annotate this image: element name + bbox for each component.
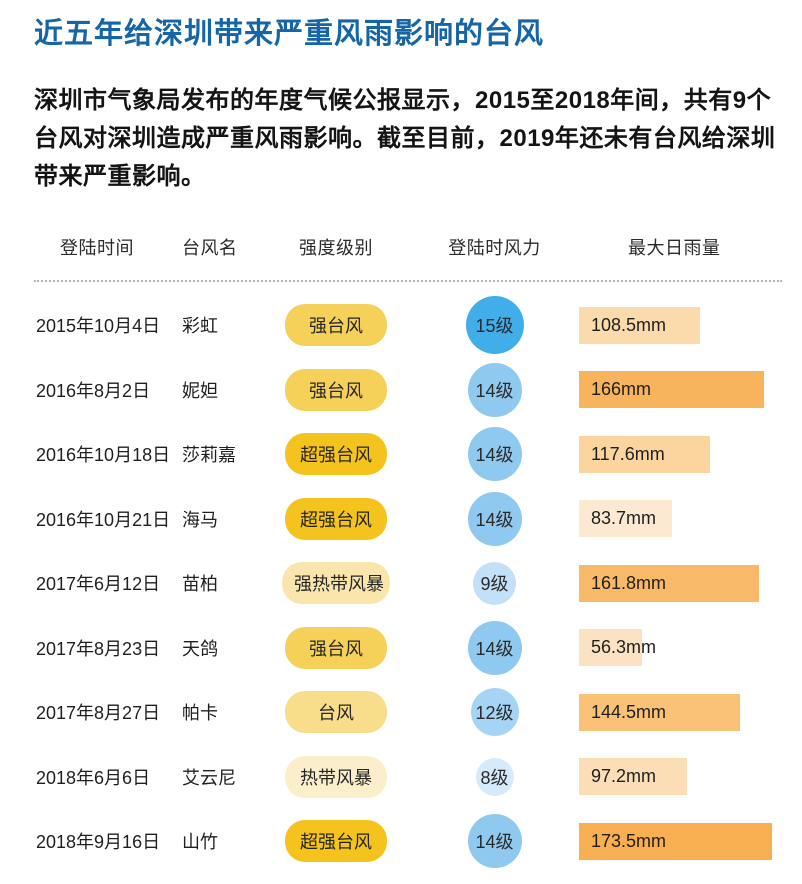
- page-title: 近五年给深圳带来严重风雨影响的台风: [34, 18, 545, 50]
- column-header-typhoon-name: 台风名: [182, 238, 238, 258]
- wind-circle: 14级: [467, 362, 522, 417]
- typhoon-name: 山竹: [182, 832, 218, 853]
- intensity-pill: 强台风: [285, 368, 387, 411]
- wind-circle: 15级: [465, 296, 524, 355]
- rain-bar: 108.5mm: [579, 306, 700, 344]
- column-header-wind-force: 登陆时风力: [448, 238, 541, 258]
- rain-bar: 97.2mm: [579, 758, 687, 796]
- landing-date: 2018年6月6日: [36, 767, 151, 788]
- typhoon-name: 海马: [182, 509, 218, 530]
- rain-bar: 117.6mm: [579, 435, 710, 473]
- table-row: 2017年8月27日 帕卡 台风 12级 144.5mm: [34, 680, 782, 745]
- rain-bar: 173.5mm: [579, 822, 772, 860]
- typhoon-name: 苗柏: [182, 574, 218, 595]
- column-header-max-rainfall: 最大日雨量: [628, 238, 721, 258]
- intensity-pill: 台风: [285, 691, 387, 734]
- intensity-pill: 强台风: [285, 626, 387, 669]
- typhoon-name: 彩虹: [182, 316, 218, 337]
- landing-date: 2016年8月2日: [36, 380, 151, 401]
- typhoon-name: 艾云尼: [182, 767, 236, 788]
- table-row: 2018年9月16日 山竹 超强台风 14级 173.5mm: [34, 809, 782, 874]
- landing-date: 2018年9月16日: [36, 832, 161, 853]
- wind-circle: 14级: [467, 427, 522, 482]
- typhoon-name: 莎莉嘉: [182, 445, 236, 466]
- landing-date: 2016年10月18日: [36, 445, 171, 466]
- table-row: 2015年10月4日 彩虹 强台风 15级 108.5mm: [34, 293, 782, 358]
- landing-date: 2017年8月23日: [36, 638, 161, 659]
- wind-circle: 14级: [467, 620, 522, 675]
- table-row: 2016年10月18日 莎莉嘉 超强台风 14级 117.6mm: [34, 422, 782, 487]
- typhoon-name: 帕卡: [182, 703, 218, 724]
- intensity-pill: 超强台风: [285, 433, 387, 476]
- rain-bar: 166mm: [579, 371, 764, 409]
- intensity-pill: 超强台风: [285, 820, 387, 863]
- landing-date: 2016年10月21日: [36, 509, 171, 530]
- typhoon-table: 登陆时间 台风名 强度级别 登陆时风力 最大日雨量 2015年10月4日 彩虹 …: [34, 232, 782, 874]
- table-row: 2017年6月12日 苗柏 强热带风暴 9级 161.8mm: [34, 551, 782, 616]
- table-body: 2015年10月4日 彩虹 强台风 15级 108.5mm 2016年8月2日 …: [34, 293, 782, 874]
- rain-bar: 144.5mm: [579, 693, 740, 731]
- intro-line: 带来严重影响。: [34, 163, 206, 190]
- intensity-pill: 强热带风暴: [282, 562, 390, 605]
- column-header-intensity: 强度级别: [299, 238, 373, 258]
- wind-circle: 14级: [467, 491, 522, 546]
- landing-date: 2015年10月4日: [36, 316, 161, 337]
- intro-line: 台风对深圳造成严重风雨影响。截至目前，2019年还未有台风给深圳: [34, 125, 776, 152]
- table-row: 2016年8月2日 妮妲 强台风 14级 166mm: [34, 358, 782, 423]
- wind-circle: 12级: [470, 688, 519, 737]
- table-header-row: 登陆时间 台风名 强度级别 登陆时风力 最大日雨量: [34, 232, 782, 262]
- intensity-pill: 强台风: [285, 304, 387, 347]
- table-row: 2018年6月6日 艾云尼 热带风暴 8级 97.2mm: [34, 745, 782, 810]
- wind-circle: 8级: [475, 757, 514, 796]
- intensity-pill: 超强台风: [285, 497, 387, 540]
- wind-circle: 14级: [467, 814, 522, 869]
- rain-bar: 56.3mm: [579, 629, 656, 667]
- intensity-pill: 热带风暴: [285, 755, 387, 798]
- column-header-landing-date: 登陆时间: [60, 238, 134, 258]
- typhoon-name: 天鸽: [182, 638, 218, 659]
- table-row: 2016年10月21日 海马 超强台风 14级 83.7mm: [34, 487, 782, 552]
- landing-date: 2017年6月12日: [36, 574, 161, 595]
- landing-date: 2017年8月27日: [36, 703, 161, 724]
- wind-circle: 9级: [473, 561, 516, 605]
- rain-bar: 83.7mm: [579, 500, 672, 538]
- typhoon-name: 妮妲: [182, 380, 218, 401]
- rain-bar: 161.8mm: [579, 564, 759, 602]
- table-row: 2017年8月23日 天鸽 强台风 14级 56.3mm: [34, 616, 782, 681]
- intro-paragraph: 深圳市气象局发布的年度气候公报显示，2015至2018年间，共有9个 台风对深圳…: [34, 82, 782, 196]
- intro-line: 深圳市气象局发布的年度气候公报显示，2015至2018年间，共有9个: [34, 87, 772, 114]
- header-divider: [34, 280, 782, 282]
